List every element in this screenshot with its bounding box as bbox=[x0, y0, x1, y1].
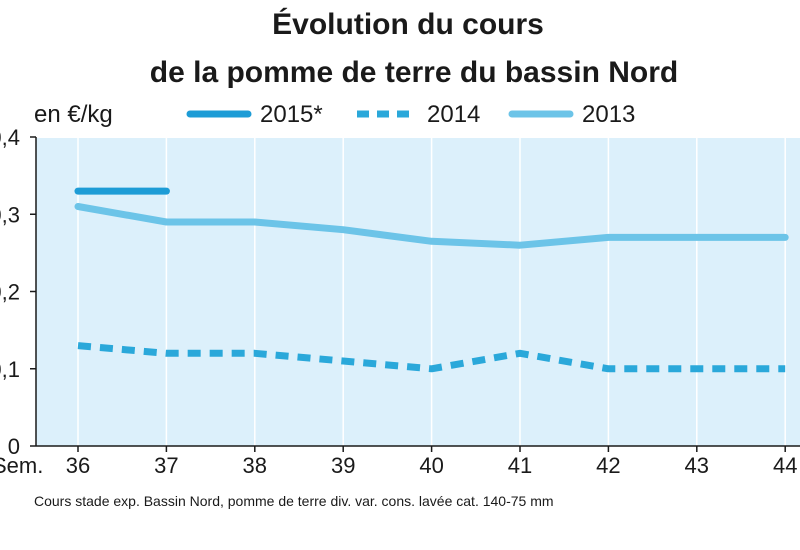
x-tick-label: 36 bbox=[66, 453, 90, 478]
y-tick-label: 0,3 bbox=[0, 202, 20, 227]
x-tick-label: 37 bbox=[154, 453, 178, 478]
series-lines bbox=[74, 187, 789, 373]
x-tick-label: 39 bbox=[331, 453, 355, 478]
x-axis-label: Sem. bbox=[0, 453, 43, 478]
y-unit-label: en €/kg bbox=[34, 101, 113, 128]
x-tick-label: 38 bbox=[243, 453, 267, 478]
axes: 0 0,1 0,2 0,3 0,4 36 37 38 39 40 41 42 43 44 bbox=[0, 125, 800, 478]
y-tick-label: 0,4 bbox=[0, 125, 20, 150]
series-line-2014 bbox=[77, 342, 786, 373]
y-tick-label: 0,2 bbox=[0, 280, 20, 305]
x-tick-label: 42 bbox=[596, 453, 620, 478]
legend-label: 2014 bbox=[427, 101, 480, 128]
source-note: Cours stade exp. Bassin Nord, pomme de t… bbox=[34, 493, 554, 509]
x-tick-label: 40 bbox=[419, 453, 443, 478]
y-tick-label: 0 bbox=[8, 434, 20, 459]
series-line-2013 bbox=[74, 203, 789, 249]
legend-label: 2015* bbox=[260, 101, 323, 128]
chart-title-line2: de la pomme de terre du bassin Nord bbox=[150, 56, 678, 89]
x-tick-label: 43 bbox=[685, 453, 709, 478]
legend-label: 2013 bbox=[582, 101, 635, 128]
legend: 2015* 2014 2013 bbox=[186, 101, 635, 128]
plot-area bbox=[36, 138, 800, 446]
y-tick-label: 0,1 bbox=[0, 357, 20, 382]
x-tick-label: 41 bbox=[508, 453, 532, 478]
chart-title-line1: Évolution du cours bbox=[272, 7, 544, 41]
x-tick-label: 44 bbox=[773, 453, 797, 478]
